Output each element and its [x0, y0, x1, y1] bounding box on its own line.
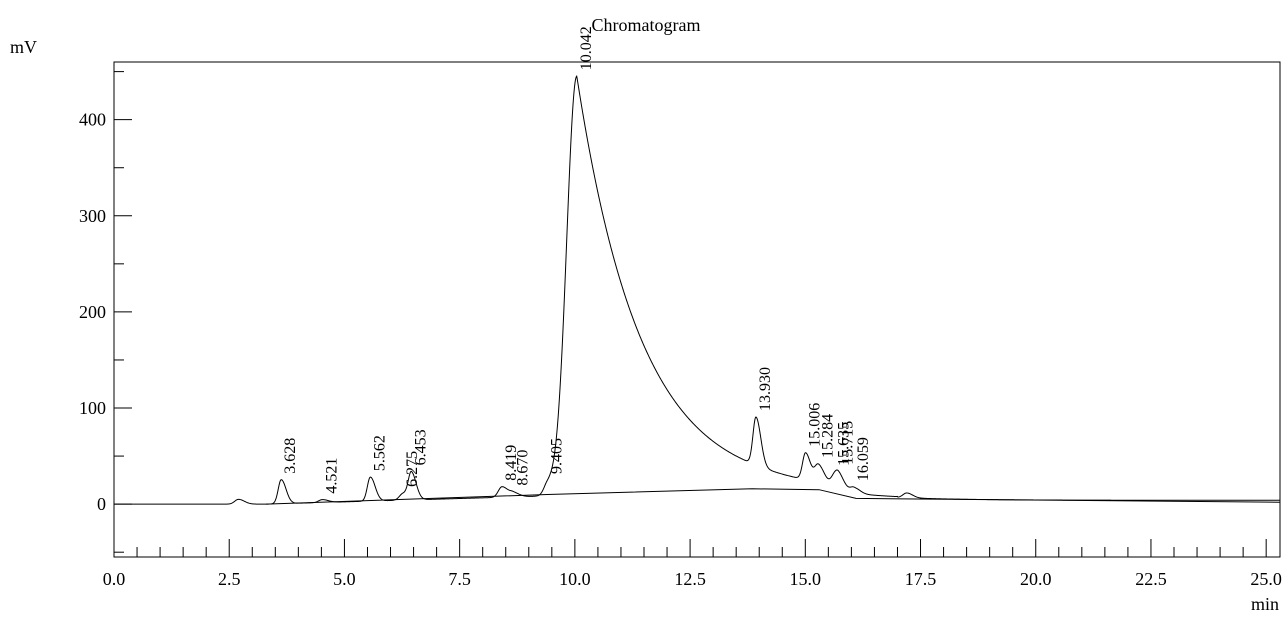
peak-label: 10.042	[578, 26, 595, 70]
peak-label: 3.628	[282, 438, 299, 474]
chart-title: Chromatogram	[592, 15, 701, 35]
x-tick-label: 20.0	[1020, 569, 1052, 589]
peak-label: 15.284	[819, 414, 836, 458]
x-tick-label: 7.5	[448, 569, 471, 589]
peak-label: 16.059	[855, 437, 872, 481]
x-tick-label: 10.0	[559, 569, 591, 589]
integration-baseline	[266, 488, 1281, 505]
peak-label: 8.419	[503, 445, 520, 481]
x-tick-label: 12.5	[674, 569, 706, 589]
y-tick-label: 100	[79, 398, 106, 418]
x-axis-unit: min	[1251, 594, 1279, 614]
x-tick-label: 22.5	[1135, 569, 1167, 589]
peak-label: 15.006	[807, 403, 824, 447]
peak-label: 13.930	[757, 367, 774, 411]
peak-label: 6.275	[404, 451, 421, 487]
y-tick-label: 400	[79, 110, 106, 130]
peak-label: 5.562	[371, 435, 388, 471]
y-tick-label: 300	[79, 206, 106, 226]
y-tick-label: 200	[79, 302, 106, 322]
x-axis-ticks: 0.0 2.5 5.0 7.5 10.0 12.5 15.0 17.5 20.0 22.5 25.0	[103, 539, 1282, 589]
x-tick-label: 17.5	[905, 569, 937, 589]
chromatogram-trace	[114, 75, 1280, 505]
x-tick-label: 15.0	[790, 569, 822, 589]
y-axis-ticks: 0 100 200 300 400	[79, 71, 132, 553]
x-tick-label: 5.0	[333, 569, 356, 589]
peak-label: 15.635	[836, 422, 853, 466]
peak-label: 15.715	[839, 421, 856, 465]
y-tick-label: 0	[97, 494, 106, 514]
y-axis-unit: mV	[10, 37, 37, 57]
plot-frame	[113, 61, 1281, 558]
peak-label: 9.405	[548, 438, 565, 474]
peak-label: 8.670	[515, 450, 532, 486]
x-tick-label: 25.0	[1250, 569, 1282, 589]
x-tick-label: 0.0	[103, 569, 126, 589]
x-tick-label: 2.5	[218, 569, 241, 589]
peak-label: 4.521	[323, 458, 340, 494]
peak-label: 6.453	[412, 429, 429, 465]
